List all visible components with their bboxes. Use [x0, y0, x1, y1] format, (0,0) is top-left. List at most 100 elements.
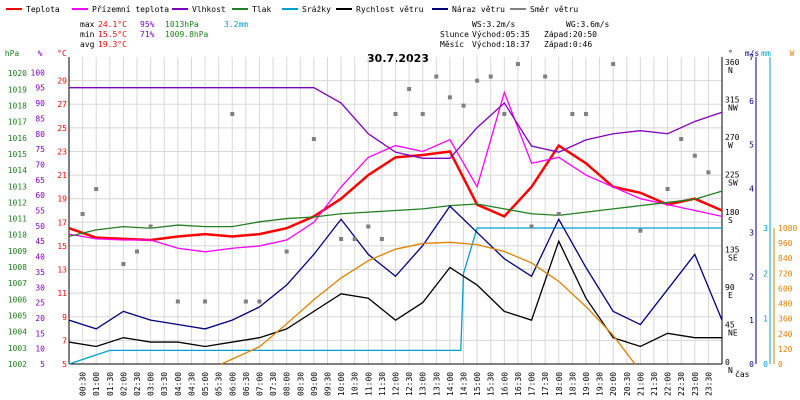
pressure-tick-5: 1007 [8, 279, 27, 288]
solar-tick-1: 120 [778, 345, 793, 354]
x-tick-13: 07:00 [255, 372, 264, 396]
rain-tick-3: 3 [763, 224, 768, 233]
x-tick-9: 05:00 [201, 372, 210, 396]
humidity-tick-9: 50 [35, 222, 45, 231]
pressure-axis-unit: hPa [5, 49, 20, 58]
x-tick-17: 09:00 [310, 372, 319, 396]
wind-dir-point-22 [475, 78, 480, 83]
wind-dir-point-10 [284, 249, 289, 254]
wind_dir-label-7: NW [728, 104, 738, 113]
rain-tick-1: 1 [763, 315, 768, 324]
wind-dir-point-6 [203, 299, 208, 304]
temperature-tick-0: 5 [62, 360, 67, 369]
solar-tick-5: 600 [778, 284, 793, 293]
wind-dir-point-5 [175, 299, 180, 304]
x-tick-12: 06:30 [242, 372, 251, 396]
stat-moon-rise: Východ:18:37 [472, 40, 530, 49]
temperature-tick-8: 21 [57, 171, 67, 180]
x-tick-36: 18:30 [568, 372, 577, 396]
stat-min-temp: 15.5°C [98, 30, 127, 39]
humidity-tick-0: 5 [40, 360, 45, 369]
wind-dir-point-11 [311, 137, 316, 141]
wind_dir-tick-7: 315 [725, 96, 740, 105]
legend-label-2: Vlhkost [192, 5, 226, 14]
humidity-tick-13: 70 [35, 160, 45, 169]
legend-label-3: Tlak [252, 5, 271, 14]
stat-ws: WS:3.2m/s [472, 20, 516, 29]
pressure-tick-8: 1010 [8, 231, 27, 240]
wind-dir-point-21 [461, 103, 466, 108]
x-tick-35: 18:00 [555, 372, 564, 396]
x-tick-44: 22:30 [677, 372, 686, 396]
x-tick-15: 08:00 [283, 372, 292, 396]
chart-title: 30.7.2023 [367, 52, 429, 65]
wind-dir-point-9 [257, 299, 262, 304]
wind-dir-point-19 [434, 74, 439, 79]
solar-tick-9: 1080 [778, 224, 797, 233]
stat-avg-label: avg [80, 40, 95, 49]
pressure-tick-16: 1018 [8, 101, 27, 110]
temperature-tick-11: 27 [57, 100, 67, 109]
wind_dir-tick-6: 270 [725, 133, 740, 142]
x-tick-30: 15:30 [487, 372, 496, 396]
wind-dir-point-16 [393, 112, 398, 116]
wind_dir-tick-1: 45 [725, 321, 735, 330]
stat-sun-rise: Východ:05:35 [472, 30, 530, 39]
x-tick-22: 11:30 [378, 372, 387, 396]
temperature-tick-10: 25 [57, 124, 67, 133]
pressure-tick-9: 1011 [8, 215, 27, 224]
wind_dir-tick-2: 90 [725, 283, 735, 292]
humidity-tick-16: 85 [35, 114, 45, 123]
wind_dir-tick-4: 180 [725, 208, 740, 217]
wind_dir-label-2: E [728, 291, 733, 300]
x-tick-34: 17:30 [541, 372, 550, 396]
wind-dir-point-29 [570, 112, 575, 116]
wind_dir-axis-unit: ° [728, 49, 733, 58]
humidity-tick-17: 90 [35, 99, 45, 108]
humidity-tick-19: 100 [31, 68, 46, 77]
x-axis-label: čas [735, 369, 750, 379]
rain-tick-2: 2 [763, 269, 768, 278]
wind-dir-point-0 [80, 212, 85, 216]
x-tick-40: 20:30 [623, 372, 632, 396]
temperature-tick-2: 9 [62, 313, 67, 322]
wind-dir-point-2 [121, 262, 126, 266]
legend-label-1: Přízemní teplota [92, 5, 169, 14]
pressure-tick-3: 1005 [8, 312, 27, 321]
x-tick-19: 10:00 [337, 372, 346, 396]
stat-min-label: min [80, 30, 95, 39]
humidity-tick-6: 35 [35, 268, 45, 277]
wind-dir-point-35 [692, 153, 697, 158]
legend-label-4: Srážky [302, 5, 331, 14]
stat-max-label: max [80, 20, 95, 29]
stat-min-hum: 71% [140, 30, 155, 39]
wind_speed-axis-unit: m/s [745, 49, 760, 58]
wind_speed-tick-0: 0 [749, 360, 754, 369]
pressure-tick-14: 1016 [8, 134, 27, 143]
legend: Teplota Přízemní teplota Vlhkost Tlak Srážky… [6, 5, 578, 14]
x-tick-42: 21:30 [650, 372, 659, 396]
solar-tick-4: 480 [778, 300, 793, 309]
solar-tick-7: 840 [778, 254, 793, 263]
wind_speed-tick-2: 2 [749, 272, 754, 281]
temperature-tick-12: 29 [57, 77, 67, 86]
rain-axis-unit: mm [761, 49, 771, 58]
wind_dir-label-3: SE [728, 254, 738, 263]
pressure-tick-13: 1015 [8, 150, 27, 159]
x-tick-20: 10:30 [351, 372, 360, 396]
wind-dir-point-28 [556, 212, 561, 216]
x-tick-14: 07:30 [269, 372, 278, 396]
wind-dir-point-7 [230, 112, 235, 116]
wind-dir-point-33 [665, 187, 670, 191]
temperature-axis-unit: °C [57, 49, 67, 58]
x-tick-2: 01:30 [106, 372, 115, 396]
wind-dir-point-18 [420, 112, 425, 116]
humidity-tick-3: 20 [35, 314, 45, 323]
humidity-tick-15: 80 [35, 130, 45, 139]
stat-moon-set: Západ:0:46 [544, 40, 592, 49]
humidity-axis-unit: % [38, 49, 43, 58]
x-tick-45: 23:00 [691, 372, 700, 396]
solar-tick-3: 360 [778, 315, 793, 324]
